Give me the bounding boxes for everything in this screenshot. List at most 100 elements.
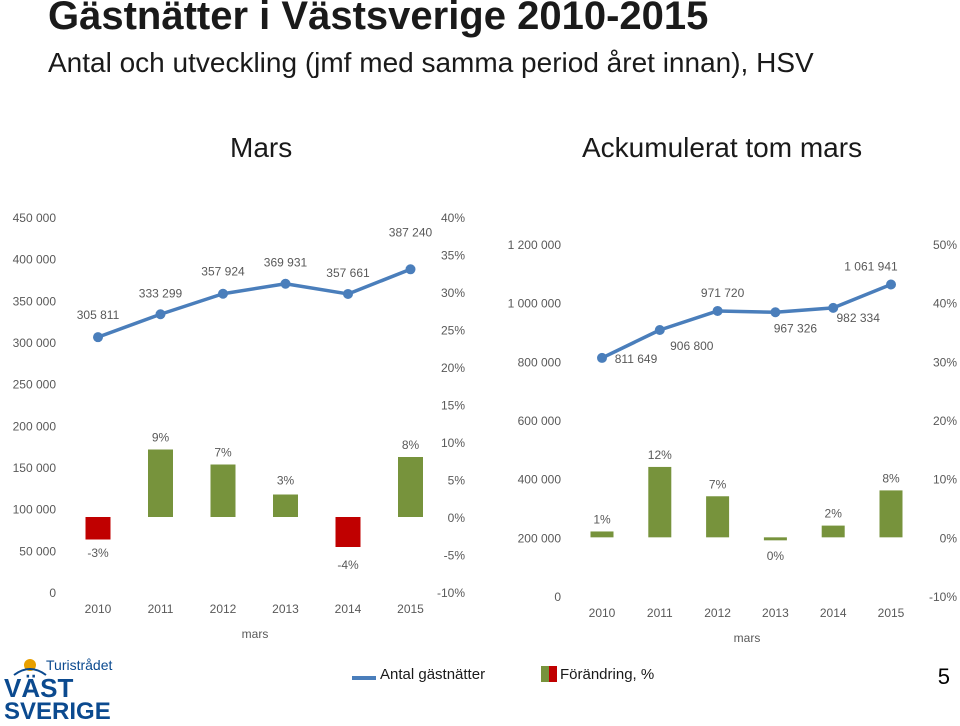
chart-1-right-tick: -5% — [444, 549, 466, 563]
chart-1-line-point — [405, 264, 416, 275]
chart-1-line-label: 387 240 — [389, 225, 433, 239]
chart-1-line-point — [218, 288, 228, 299]
chart-2-left-tick: 1 200 000 — [508, 238, 562, 252]
chart-1-bar-label: -3% — [87, 546, 109, 560]
chart-2-right-tick: 50% — [933, 238, 957, 252]
chart-1-left-tick: 350 000 — [13, 294, 57, 308]
chart-1-bar — [210, 464, 236, 517]
chart-2-bar — [590, 531, 614, 538]
chart-2-left-tick: 800 000 — [518, 355, 562, 369]
chart-2-category-label: 2015 — [878, 606, 905, 620]
chart-1-right-tick: 25% — [441, 324, 465, 338]
chart-2-title: Ackumulerat tom mars — [582, 132, 863, 163]
logo-line2: SVERIGE — [4, 698, 111, 721]
chart-2-left-tick: 0 — [554, 590, 561, 604]
chart-1-line-point — [280, 278, 291, 289]
chart-1-line-label: 369 931 — [264, 256, 308, 270]
chart-2-left-tick: 600 000 — [518, 414, 562, 428]
page-number: 5 — [937, 664, 950, 689]
chart-1-bar — [148, 449, 173, 517]
chart-1-bar — [335, 517, 361, 547]
chart-1-left-tick: 250 000 — [13, 378, 57, 392]
chart-2-bar-label: 1% — [593, 512, 611, 526]
chart-1-bar-label: 3% — [277, 474, 295, 488]
chart-1-series-line — [97, 267, 412, 339]
chart-2-line-label: 1 061 941 — [844, 259, 898, 273]
chart-1-right-tick: 40% — [441, 211, 465, 225]
chart-2-bar — [763, 537, 787, 541]
logo-top-text: Turistrådet — [46, 657, 113, 673]
chart-1-category-label: 2015 — [397, 602, 424, 616]
chart-2-bar-label: 8% — [882, 471, 900, 485]
chart-1-category-label: 2013 — [272, 602, 299, 616]
chart-2-category-label: 2012 — [704, 606, 731, 620]
chart-2-line-label: 906 800 — [670, 339, 714, 353]
chart-2-category-label: 2010 — [589, 606, 616, 620]
chart-2-left-tick: 200 000 — [518, 531, 562, 545]
chart-1-left-tick: 100 000 — [13, 503, 57, 517]
chart-1-category-label: 2011 — [148, 602, 174, 616]
chart-1-right-tick: 15% — [441, 399, 465, 413]
legend-line-swatch — [352, 676, 376, 680]
chart-1-left-tick: 300 000 — [13, 336, 57, 350]
chart-2-right-tick: 20% — [933, 414, 957, 428]
chart-1-right-tick: 10% — [441, 436, 465, 450]
chart-2-line-label: 811 649 — [615, 352, 658, 366]
chart-2-line-label: 982 334 — [837, 311, 881, 325]
chart-1-category-label: 2014 — [335, 602, 362, 616]
chart-2-bar — [879, 490, 903, 538]
chart-2-category-label: 2013 — [762, 606, 789, 620]
logo-line1: VÄST — [4, 673, 73, 703]
chart-1-bar-label: 7% — [214, 446, 232, 460]
page-subtitle: Antal och utveckling (jmf med samma peri… — [48, 47, 814, 78]
chart-1-right-tick: -10% — [437, 586, 465, 600]
chart-2-bar-label: 0% — [767, 549, 785, 563]
chart-1-line-point — [155, 309, 166, 320]
chart-2-line-label: 967 326 — [774, 321, 818, 335]
chart-1-bar — [273, 494, 298, 517]
chart-2-left-tick: 400 000 — [518, 473, 562, 487]
chart-2-right-tick: 40% — [933, 297, 957, 311]
chart-1-bar — [398, 457, 423, 517]
legend-bar-label: Förändring, % — [560, 666, 655, 683]
chart-1-left-tick: 150 000 — [13, 461, 57, 475]
chart-2-line-point — [654, 325, 665, 336]
chart-2-line-point — [712, 305, 723, 316]
chart-1-left-tick: 450 000 — [13, 211, 57, 225]
chart-2-right-tick: 0% — [940, 531, 958, 545]
chart-1-title: Mars — [230, 132, 293, 163]
chart-1-line-label: 357 661 — [326, 266, 370, 280]
chart-1-left-tick: 400 000 — [13, 253, 57, 267]
chart-1-right-tick: 35% — [441, 249, 465, 263]
chart-1-bar — [85, 517, 111, 540]
chart-2-bar-label: 12% — [648, 448, 672, 462]
chart-2-line-point — [597, 352, 607, 363]
chart-2-line-point — [770, 307, 781, 318]
chart-1-bar-label: 8% — [402, 438, 420, 452]
chart-1-right-tick: 20% — [441, 361, 465, 375]
chart-1-line-point — [343, 288, 353, 299]
chart-1-category-label: 2010 — [85, 602, 112, 616]
chart-1-right-tick: 0% — [448, 511, 466, 525]
legend-bar-swatch — [541, 666, 557, 682]
chart-1-left-tick: 200 000 — [13, 419, 57, 433]
chart-1-line-label: 333 299 — [139, 286, 183, 300]
page-title: Gästnätter i Västsverige 2010-2015 — [48, 0, 709, 38]
chart-2-category-label: 2011 — [647, 606, 673, 620]
chart-1-bar-label: -4% — [337, 558, 359, 572]
chart-2-x-axis-label: mars — [734, 631, 761, 645]
chart-2-series-line — [601, 282, 892, 360]
chart-2-line-label: 971 720 — [701, 286, 745, 300]
chart-2-bar — [648, 466, 672, 538]
chart-2-right-tick: 10% — [933, 473, 957, 487]
chart-2-right-tick: 30% — [933, 355, 957, 369]
chart-1-bar-label: 9% — [152, 431, 170, 445]
chart-2-left-tick: 1 000 000 — [508, 297, 562, 311]
turistradet-logo: Turistrådet VÄST SVERIGE — [4, 655, 144, 725]
chart-1-left-tick: 0 — [49, 586, 56, 600]
charts-area: 0 50 000 100 000 150 000 200 000 250 000 300 0… — [13, 211, 958, 645]
chart-1-left-tick: 50 000 — [19, 544, 56, 558]
chart-2-bar-label: 7% — [709, 477, 727, 491]
chart-1-line-label: 305 811 — [77, 308, 120, 322]
chart-2-line-point — [886, 279, 896, 290]
